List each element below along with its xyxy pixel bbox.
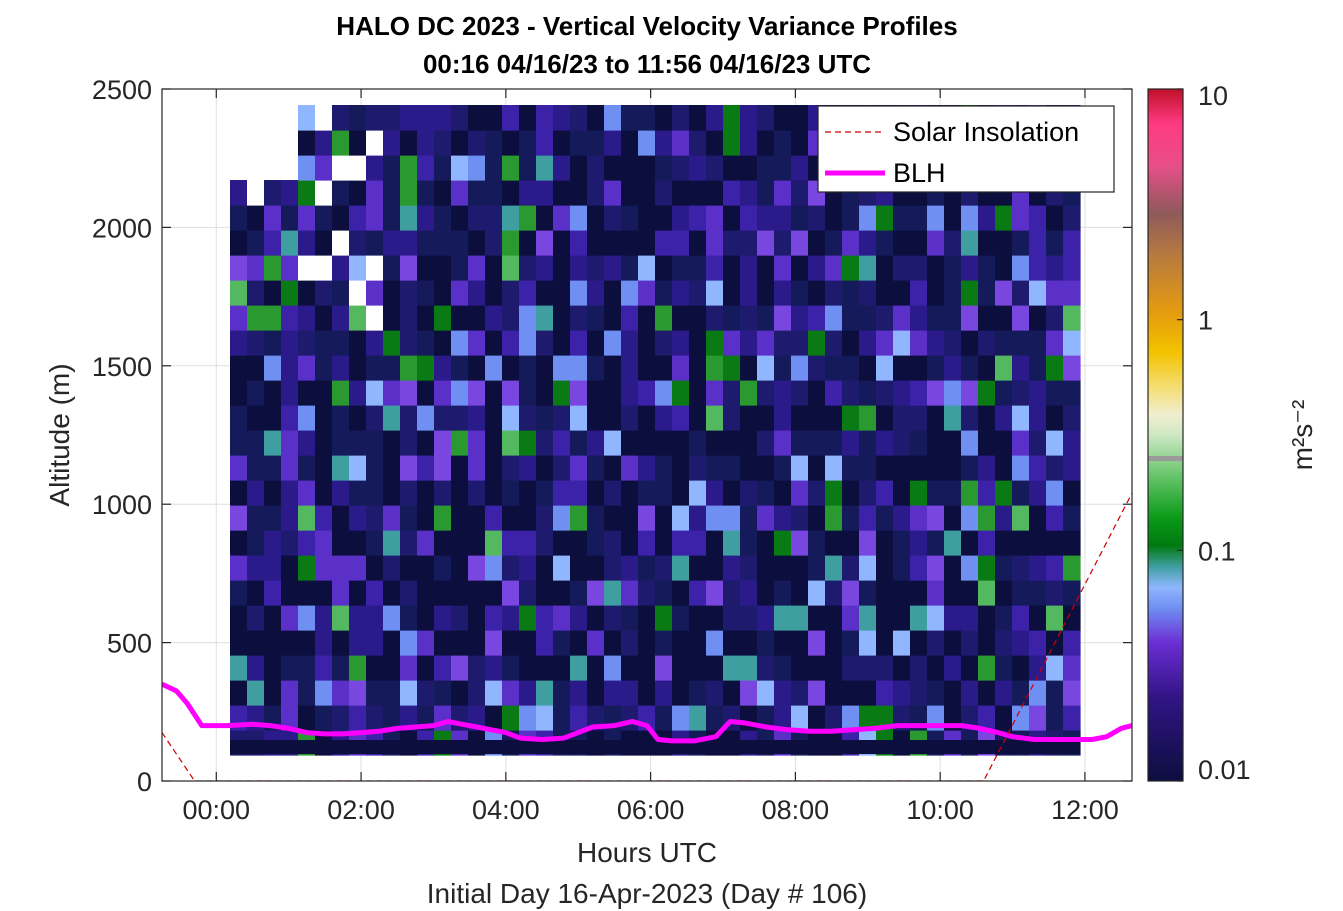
y-axis-label: Altitude (m) bbox=[44, 363, 75, 506]
colorbar-marker bbox=[1148, 456, 1183, 462]
colorbar-tick-label-0: 0.01 bbox=[1198, 755, 1251, 785]
colorbar bbox=[1148, 89, 1183, 781]
legend-blh-label: BLH bbox=[893, 158, 946, 188]
chart-subtitle: 00:16 04/16/23 to 11:56 04/16/23 UTC bbox=[423, 49, 871, 79]
y-tick-label-1: 500 bbox=[107, 629, 152, 659]
colorbar-tick-label-2: 1 bbox=[1198, 306, 1213, 336]
plot-frame bbox=[161, 88, 1133, 782]
x-tick-label-1: 02:00 bbox=[327, 795, 395, 825]
x-tick-label-6: 12:00 bbox=[1051, 795, 1119, 825]
y-tick-label-0: 0 bbox=[137, 767, 152, 797]
x-axis-label: Hours UTC bbox=[577, 837, 717, 868]
colorbar-unit-label: m²s⁻² bbox=[1287, 400, 1318, 471]
x-tick-label-5: 10:00 bbox=[906, 795, 974, 825]
chart-title: HALO DC 2023 - Vertical Velocity Varianc… bbox=[336, 11, 957, 41]
legend-box bbox=[817, 105, 1115, 193]
x-axis-ticks: 00:00 02:00 04:00 06:00 08:00 10:00 12:00 bbox=[183, 89, 1119, 825]
series-lines bbox=[162, 492, 1132, 781]
blh-line bbox=[162, 681, 1132, 744]
x-tick-label-4: 08:00 bbox=[762, 795, 830, 825]
y-axis-ticks: 0 500 1000 1500 2000 2500 bbox=[92, 75, 1132, 797]
x-tick-label-2: 04:00 bbox=[472, 795, 540, 825]
heatmap-cells bbox=[230, 105, 1081, 756]
y-tick-label-5: 2500 bbox=[92, 75, 152, 105]
legend-solar-label: Solar Insolation bbox=[893, 117, 1079, 147]
x-axis-sublabel: Initial Day 16-Apr-2023 (Day # 106) bbox=[427, 878, 867, 909]
legend: Solar Insolation BLH bbox=[817, 105, 1115, 193]
x-tick-label-0: 00:00 bbox=[183, 795, 251, 825]
y-tick-label-2: 1000 bbox=[92, 490, 152, 520]
colorbar-frame bbox=[1147, 88, 1184, 782]
colorbar-threshold-mark bbox=[1148, 456, 1183, 462]
colorbar-tick-label-1: 0.1 bbox=[1198, 536, 1236, 566]
x-tick-label-3: 06:00 bbox=[617, 795, 685, 825]
colorbar-ticks: 0.01 0.1 1 10 bbox=[1177, 81, 1251, 785]
y-tick-label-4: 2000 bbox=[92, 213, 152, 243]
colorbar-tick-label-3: 10 bbox=[1198, 81, 1228, 111]
y-tick-label-3: 1500 bbox=[92, 352, 152, 382]
